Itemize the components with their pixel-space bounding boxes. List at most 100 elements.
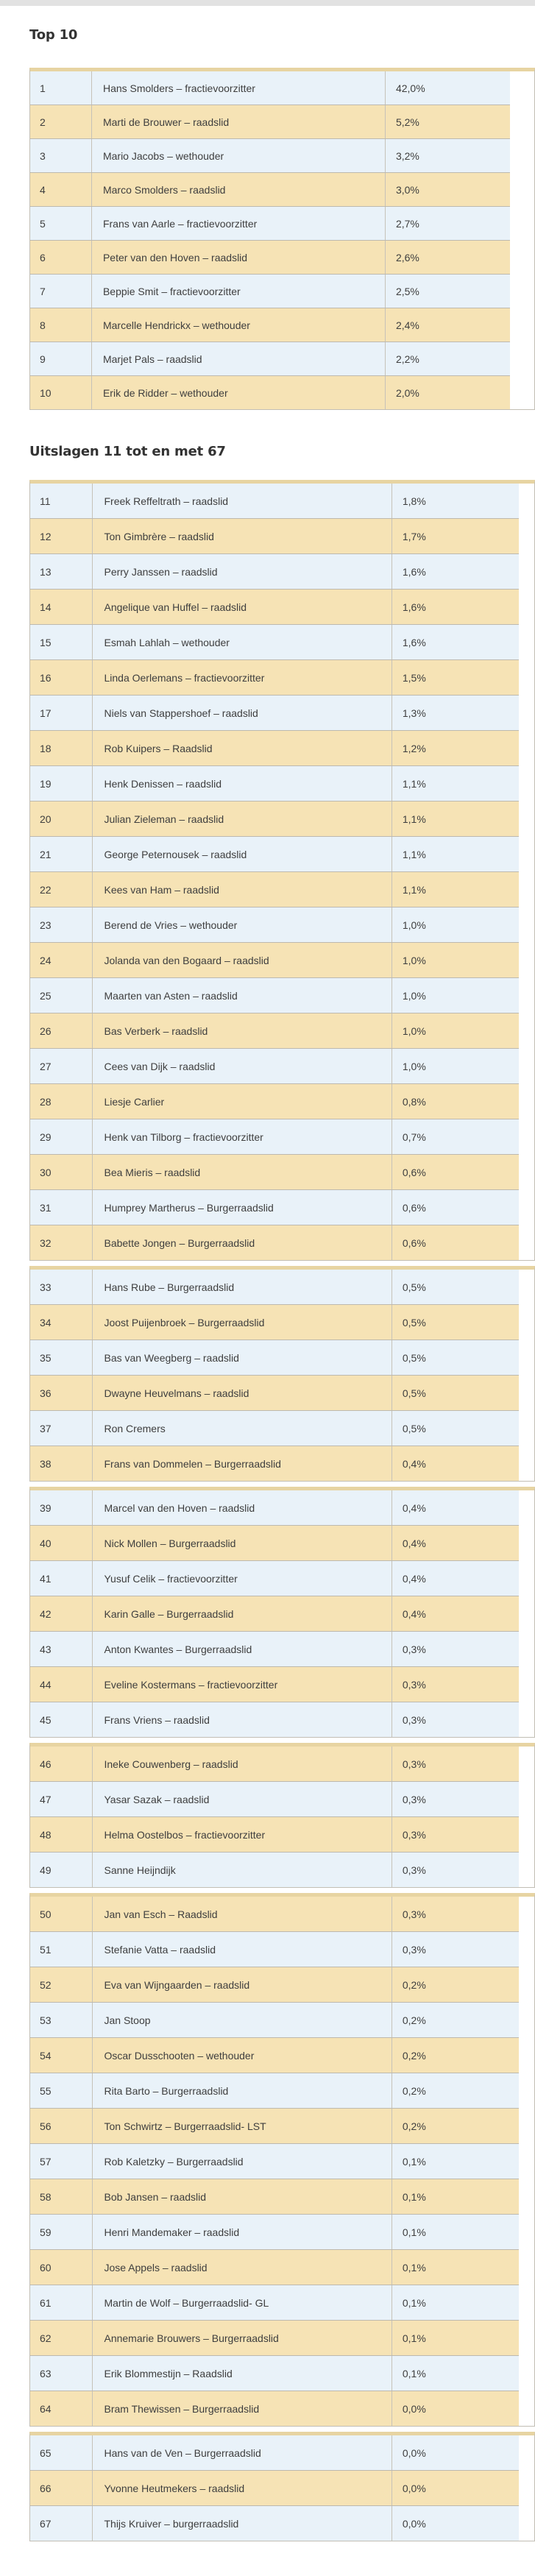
table-row: 39 Marcel van den Hoven – raadslid 0,4%: [30, 1490, 519, 1526]
rank-cell: 57: [30, 2143, 93, 2179]
percent-cell: 0,6%: [391, 1225, 519, 1260]
percent-cell: 0,2%: [391, 2073, 519, 2109]
percent-cell: 2,2%: [385, 342, 510, 376]
results-table: 33 Hans Rube – Burgerraadslid 0,5% 34 Joost …: [29, 1266, 535, 1482]
percent-cell: 0,4%: [391, 1560, 519, 1596]
rank-cell: 10: [30, 375, 92, 409]
table-row: 55 Rita Barto – Burgerraadslid 0,2%: [30, 2073, 519, 2109]
table-row: 53 Jan Stoop 0,2%: [30, 2002, 519, 2038]
name-cell: Rob Kuipers – Raadslid: [92, 730, 392, 766]
percent-cell: 1,6%: [391, 624, 519, 660]
percent-cell: 0,5%: [391, 1270, 519, 1305]
percent-cell: 3,2%: [385, 138, 510, 173]
name-cell: Ton Schwirtz – Burgerraadslid- LST: [92, 2108, 392, 2144]
table-row: 56 Ton Schwirtz – Burgerraadslid- LST 0,2%: [30, 2108, 519, 2144]
name-cell: Marcelle Hendrickx – wethouder: [91, 308, 386, 342]
rank-cell: 29: [30, 1119, 93, 1155]
rank-cell: 62: [30, 2320, 93, 2356]
percent-cell: 0,5%: [391, 1410, 519, 1446]
table-row: 41 Yusuf Celik – fractievoorzitter 0,4%: [30, 1560, 519, 1596]
name-cell: Hans Smolders – fractievoorzitter: [91, 71, 386, 105]
rank-cell: 45: [30, 1702, 93, 1737]
name-cell: Ineke Couwenberg – raadslid: [92, 1747, 392, 1782]
rank-cell: 12: [30, 518, 93, 554]
name-cell: Jan van Esch – Raadslid: [92, 1897, 392, 1932]
name-cell: Esmah Lahlah – wethouder: [92, 624, 392, 660]
percent-cell: 0,5%: [391, 1375, 519, 1411]
table-row: 57 Rob Kaletzky – Burgerraadslid 0,1%: [30, 2143, 519, 2179]
rank-cell: 46: [30, 1747, 93, 1782]
percent-cell: 0,3%: [391, 1666, 519, 1702]
table-row: 66 Yvonne Heutmekers – raadslid 0,0%: [30, 2470, 519, 2506]
table-row: 4 Marco Smolders – raadslid 3,0%: [30, 172, 510, 207]
top-10-results-table-container: 1 Hans Smolders – fractievoorzitter 42,0% 2…: [29, 68, 535, 410]
name-cell: Nick Mollen – Burgerraadslid: [92, 1525, 392, 1561]
name-cell: Helma Oostelbos – fractievoorzitter: [92, 1816, 392, 1853]
rank-cell: 61: [30, 2285, 93, 2321]
name-cell: Peter van den Hoven – raadslid: [91, 240, 386, 275]
percent-cell: 0,4%: [391, 1490, 519, 1526]
name-cell: Jose Appels – raadslid: [92, 2249, 392, 2285]
rank-cell: 15: [30, 624, 93, 660]
table-row: 52 Eva van Wijngaarden – raadslid 0,2%: [30, 1967, 519, 2003]
percent-cell: 1,5%: [391, 659, 519, 696]
rank-cell: 41: [30, 1560, 93, 1596]
table-row: 10 Erik de Ridder – wethouder 2,0%: [30, 375, 510, 409]
rank-cell: 7: [30, 274, 92, 308]
table-row: 29 Henk van Tilborg – fractievoorzitter 0,…: [30, 1119, 519, 1155]
rank-cell: 17: [30, 695, 93, 731]
name-cell: Eva van Wijngaarden – raadslid: [92, 1967, 392, 2003]
rank-cell: 43: [30, 1631, 93, 1667]
results-table: 1 Hans Smolders – fractievoorzitter 42,0% 2…: [29, 68, 535, 410]
percent-cell: 0,1%: [391, 2355, 519, 2391]
name-cell: Ton Gimbrère – raadslid: [92, 518, 392, 554]
name-cell: Erik de Ridder – wethouder: [91, 375, 386, 409]
rank-cell: 11: [30, 484, 93, 519]
page-top-divider: [0, 0, 535, 6]
name-cell: Frans Vriens – raadslid: [92, 1702, 392, 1737]
rank-cell: 6: [30, 240, 92, 275]
table-row: 26 Bas Verberk – raadslid 1,0%: [30, 1013, 519, 1049]
table-row: 33 Hans Rube – Burgerraadslid 0,5%: [30, 1270, 519, 1305]
rank-cell: 47: [30, 1781, 93, 1817]
table-row: 64 Bram Thewissen – Burgerraadslid 0,0%: [30, 2391, 519, 2426]
name-cell: George Peternousek – raadslid: [92, 836, 392, 872]
rank-cell: 27: [30, 1048, 93, 1084]
percent-cell: 0,8%: [391, 1083, 519, 1119]
rank-cell: 30: [30, 1154, 93, 1190]
percent-cell: 2,7%: [385, 206, 510, 241]
table-row: 60 Jose Appels – raadslid 0,1%: [30, 2249, 519, 2285]
rank-cell: 58: [30, 2179, 93, 2215]
percent-cell: 0,1%: [391, 2143, 519, 2179]
percent-cell: 0,1%: [391, 2249, 519, 2285]
table-row: 20 Julian Zieleman – raadslid 1,1%: [30, 801, 519, 837]
rank-cell: 50: [30, 1897, 93, 1932]
name-cell: Bea Mieris – raadslid: [92, 1154, 392, 1190]
rank-cell: 60: [30, 2249, 93, 2285]
table-row: 18 Rob Kuipers – Raadslid 1,2%: [30, 730, 519, 766]
name-cell: Marti de Brouwer – raadslid: [91, 105, 386, 139]
rank-cell: 52: [30, 1967, 93, 2003]
percent-cell: 0,3%: [391, 1631, 519, 1667]
rank-cell: 53: [30, 2002, 93, 2038]
name-cell: Rita Barto – Burgerraadslid: [92, 2073, 392, 2109]
table-row: 40 Nick Mollen – Burgerraadslid 0,4%: [30, 1525, 519, 1561]
heading-top-10: Top 10: [29, 27, 78, 43]
rank-cell: 14: [30, 589, 93, 625]
name-cell: Oscar Dusschooten – wethouder: [92, 2037, 392, 2073]
table-row: 7 Beppie Smit – fractievoorzitter 2,5%: [30, 274, 510, 308]
table-row: 32 Babette Jongen – Burgerraadslid 0,6%: [30, 1225, 519, 1260]
rank-cell: 8: [30, 308, 92, 342]
table-row: 62 Annemarie Brouwers – Burgerraadslid 0,1…: [30, 2320, 519, 2356]
rank-cell: 3: [30, 138, 92, 173]
percent-cell: 0,3%: [391, 1702, 519, 1737]
table-row: 35 Bas van Weegberg – raadslid 0,5%: [30, 1340, 519, 1376]
rank-cell: 34: [30, 1304, 93, 1340]
rank-cell: 66: [30, 2470, 93, 2506]
percent-cell: 1,1%: [391, 765, 519, 802]
table-row: 8 Marcelle Hendrickx – wethouder 2,4%: [30, 308, 510, 342]
name-cell: Sanne Heijndijk: [92, 1852, 392, 1887]
rank-cell: 64: [30, 2391, 93, 2426]
name-cell: Henk van Tilborg – fractievoorzitter: [92, 1119, 392, 1155]
rank-cell: 24: [30, 942, 93, 978]
